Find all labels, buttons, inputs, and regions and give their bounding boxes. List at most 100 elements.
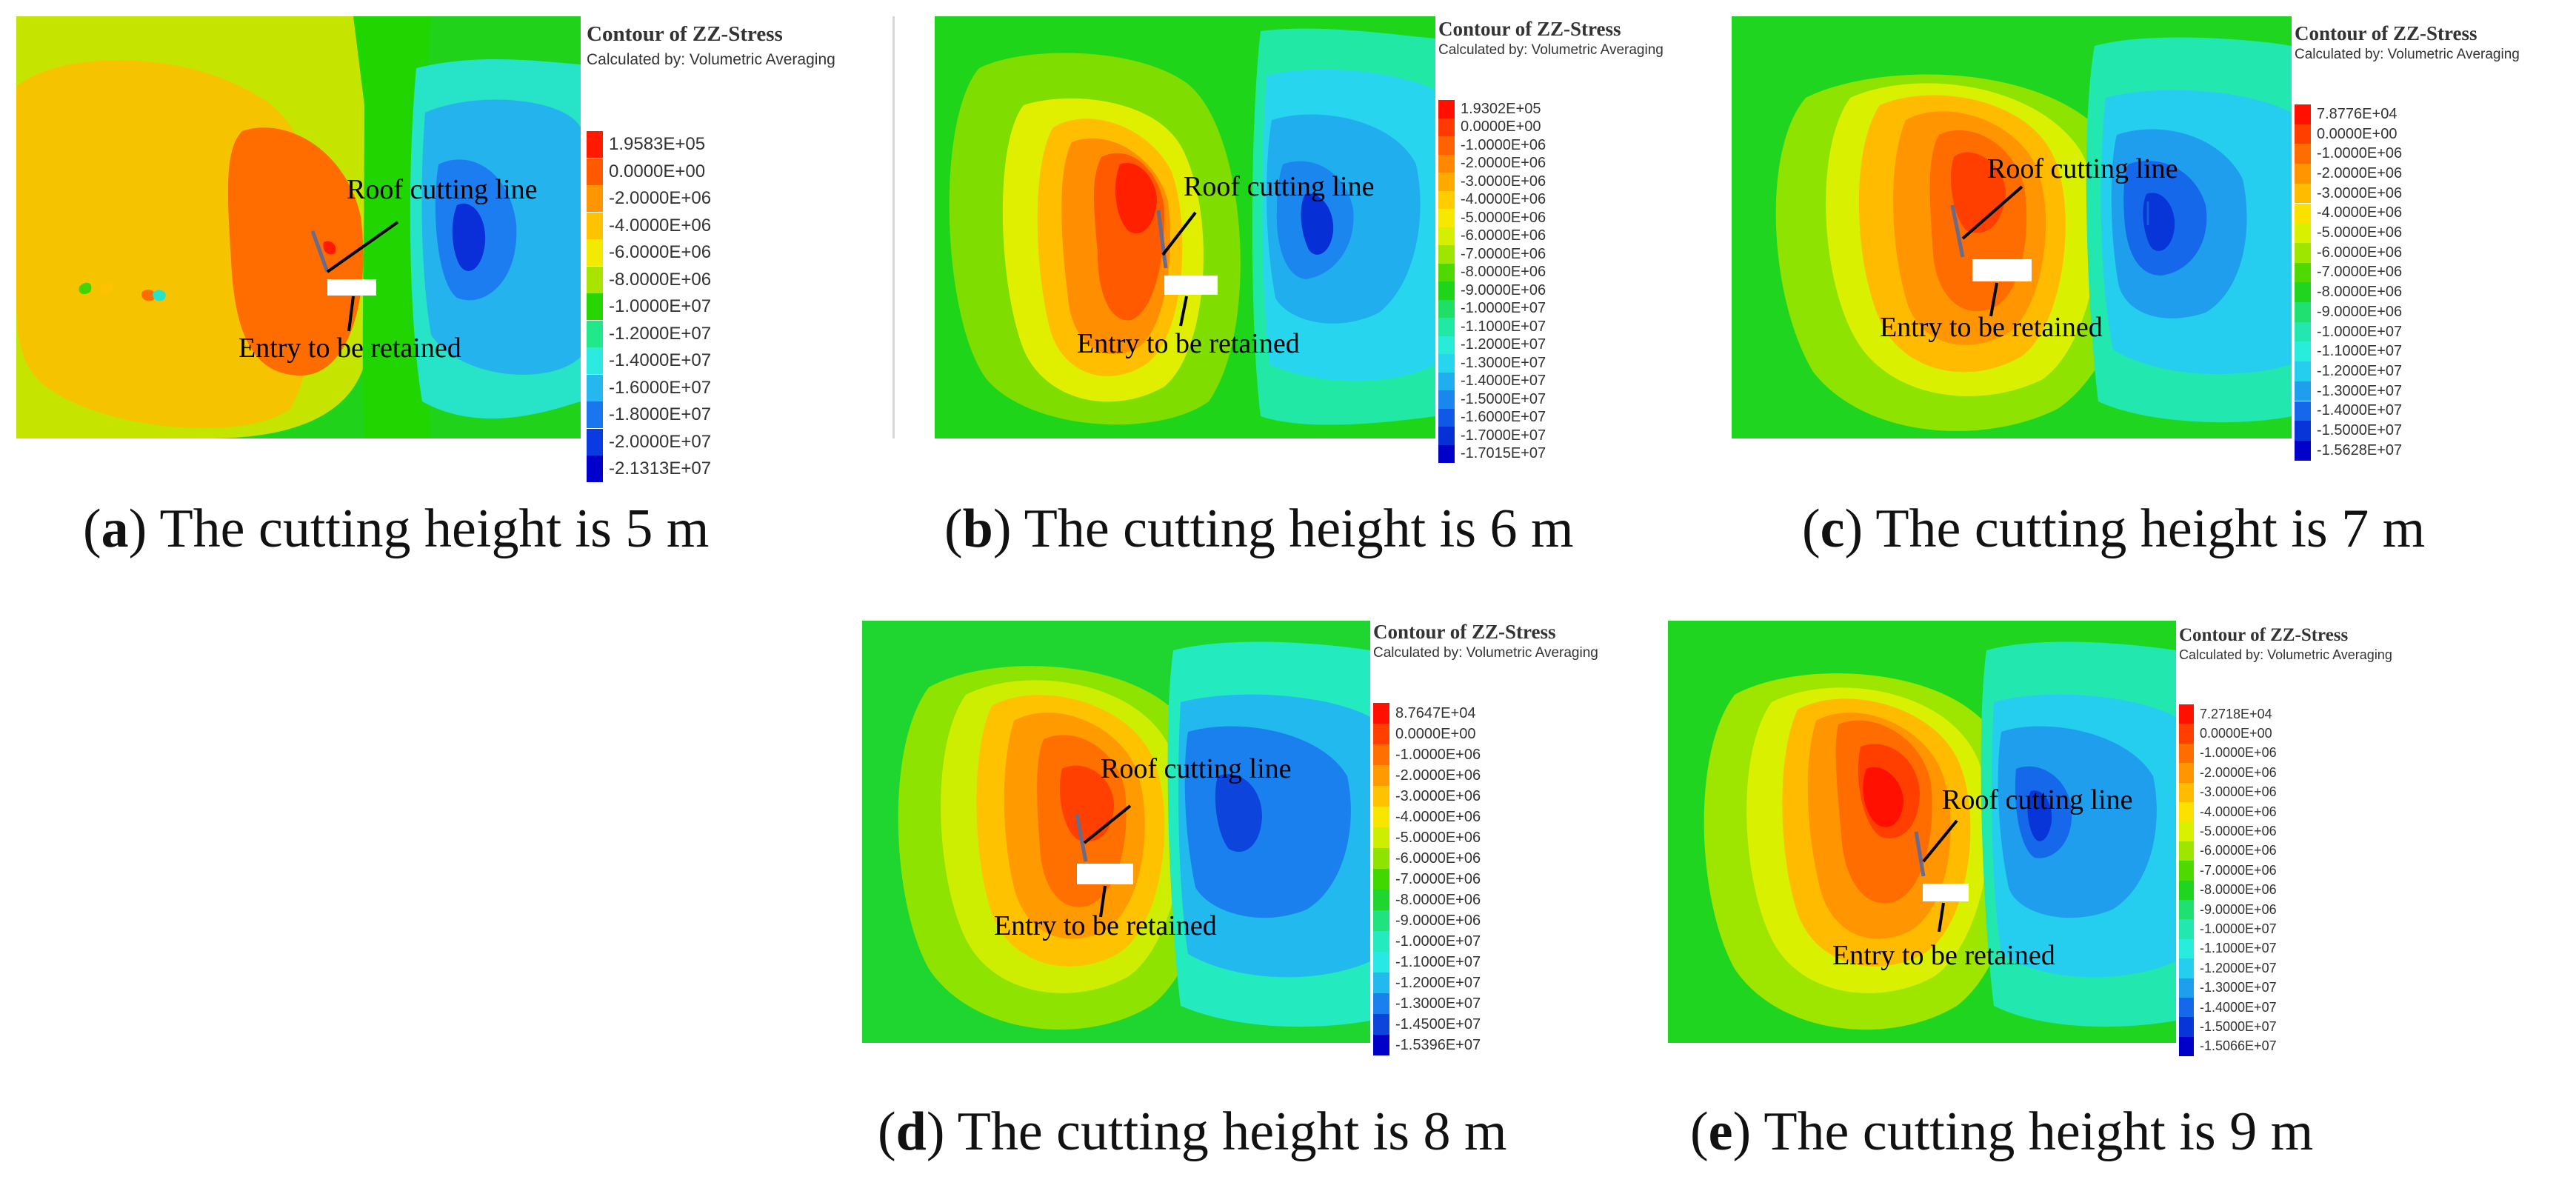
legend-swatch [2179,743,2194,764]
legend-entry: -1.7000E+07 [1438,427,1546,445]
legend-value: -1.1000E+07 [2200,941,2277,956]
caption-letter-e: e [1708,1101,1733,1162]
legend-swatch [1373,827,1389,848]
stress-contour-b [935,16,1435,438]
legend-swatch [1373,765,1389,786]
contour-plot-a: Roof cutting line Entry to be retained [16,16,581,438]
legend-swatch [2295,440,2311,461]
contour-plot-b: Roof cutting line Entry to be retained [935,16,1435,438]
legend-entry: -4.0000E+06 [1438,190,1546,209]
legend-value: -5.0000E+06 [2200,824,2277,839]
legend-entry: -1.2000E+07 [1438,336,1546,354]
legend-value: -1.6000E+07 [609,377,712,398]
legend-swatch [2295,124,2311,144]
legend-entry: -1.2000E+07 [2295,361,2402,381]
legend-swatch [587,158,603,185]
legend-swatch [2295,104,2311,124]
caption-b: (b) The cutting height is 6 m [944,498,1574,559]
legend-c: Contour of ZZ-Stress Calculated by: Volu… [2295,16,2576,461]
legend-value: -7.0000E+06 [2317,264,2403,281]
legend-swatch [587,374,603,401]
legend-swatch [2295,242,2311,263]
legend-entry: -1.0000E+07 [1438,299,1546,318]
stress-contour-d [862,621,1370,1043]
stress-contour-c [1732,16,2292,438]
caption-e: (e) The cutting height is 9 m [1690,1101,2314,1162]
caption-letter-c: c [1820,498,1845,559]
caption-letter-a: a [101,498,129,559]
legend-entry: -3.0000E+06 [1373,786,1481,807]
legend-swatch [2295,262,2311,283]
legend-value: -9.0000E+06 [1395,912,1481,929]
legend-swatch [1373,724,1389,744]
panel-c: Roof cutting line Entry to be retained C… [1732,16,2576,461]
legend-swatch [2295,421,2311,441]
legend-swatch [2179,802,2194,822]
legend-swatch [1373,869,1389,890]
legend-swatch [2179,821,2194,841]
legend-value: -4.0000E+06 [2200,804,2277,819]
caption-text-c: The cutting height is 7 m [1863,498,2426,559]
legend-entry: 0.0000E+00 [1438,118,1541,136]
legend-swatch [2295,183,2311,204]
legend-entry: -1.5000E+07 [2179,1017,2277,1037]
legend-swatch [1438,299,1455,318]
leader-line-entry-a [347,296,355,332]
legend-entry: -1.6000E+07 [587,374,712,401]
legend-value: -3.0000E+06 [1395,787,1481,804]
legend-swatch [2179,724,2194,744]
legend-entry: -4.0000E+06 [2295,203,2402,224]
label-entry-retained-b: Entry to be retained [1077,328,1300,359]
legend-value: 0.0000E+00 [1461,119,1541,136]
legend-swatch [587,456,603,482]
legend-value: -1.0000E+06 [1461,136,1546,153]
legend-swatch [2179,1036,2194,1057]
legend-value: -1.6000E+07 [1461,409,1546,426]
legend-title-c: Contour of ZZ-Stress [2295,22,2477,44]
legend-value: 0.0000E+00 [2317,125,2398,142]
legend-swatch [587,293,603,320]
label-roof-cutting-line-d: Roof cutting line [1101,753,1292,784]
legend-entry: -1.3000E+07 [2295,381,2402,401]
leader-line-entry-d [1099,885,1107,918]
legend-value: 8.7647E+04 [1395,704,1476,721]
legend-entry: -1.0000E+07 [2179,919,2277,939]
legend-entry: -1.0000E+07 [1373,931,1481,952]
label-entry-retained-c: Entry to be retained [1880,312,2103,343]
legend-value: -7.0000E+06 [1461,245,1546,262]
legend-swatch [587,131,603,158]
legend-value: -1.3000E+07 [1461,354,1546,371]
legend-value: -1.2000E+07 [1395,974,1481,991]
legend-swatch [1438,100,1455,119]
legend-subtitle-c: Calculated by: Volumetric Averaging [2295,47,2520,62]
legend-value: -1.1000E+07 [1395,953,1481,970]
legend-value: -1.5000E+07 [2200,1019,2277,1035]
legend-entry: -1.0000E+06 [2179,743,2277,764]
legend-swatch [1438,245,1455,264]
legend-entry: -7.0000E+06 [1438,245,1546,264]
legend-swatch [2295,401,2311,421]
legend-entry: -5.0000E+06 [2295,223,2402,243]
stress-contour-e [1668,621,2176,1043]
legend-entry: -2.0000E+06 [587,185,711,212]
legend-entry: -1.4000E+07 [587,347,711,374]
legend-swatch [2179,763,2194,783]
legend-value: -1.4000E+07 [2317,402,2403,419]
legend-entry: -4.0000E+06 [587,212,711,239]
caption-letter-d: d [895,1101,927,1162]
legend-entry: -2.0000E+06 [2295,164,2402,184]
legend-entry: 0.0000E+00 [587,158,705,185]
caption-text-a: The cutting height is 5 m [147,498,710,559]
legend-swatch [2179,704,2194,724]
legend-value: -6.0000E+06 [2200,843,2277,858]
legend-swatch [1438,209,1455,227]
legend-entry: -3.0000E+06 [2179,782,2277,802]
legend-value: -3.0000E+06 [1461,173,1546,190]
legend-entry: -1.2000E+07 [1373,973,1481,993]
legend-value: -6.0000E+06 [1461,227,1546,244]
legend-entry: 7.2718E+04 [2179,704,2272,724]
leader-line-roof-d [1083,804,1132,844]
legend-d: Contour of ZZ-Stress Calculated by: Volu… [1373,621,1677,1055]
legend-entry: -6.0000E+06 [587,239,711,266]
legend-value: -2.0000E+06 [609,188,712,208]
